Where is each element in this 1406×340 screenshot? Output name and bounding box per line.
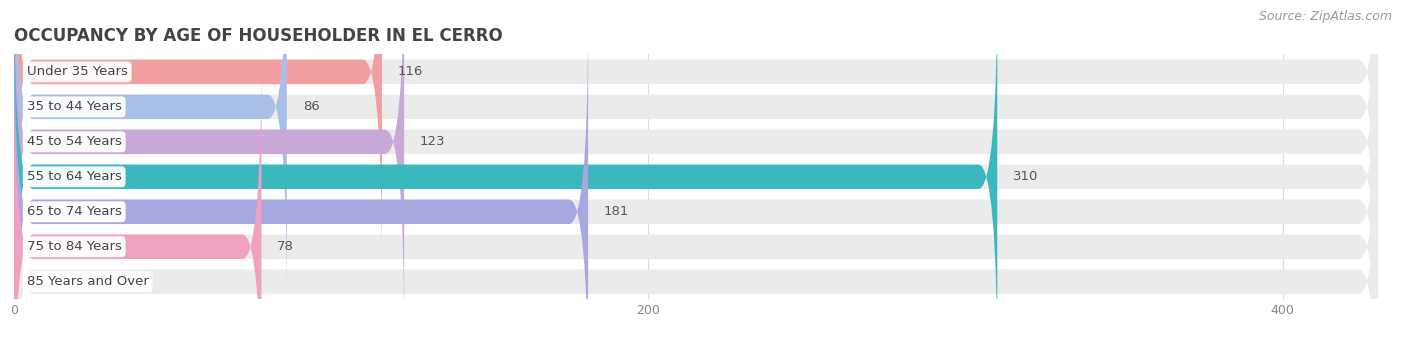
FancyBboxPatch shape [14, 0, 382, 270]
Text: 45 to 54 Years: 45 to 54 Years [27, 135, 122, 148]
FancyBboxPatch shape [14, 0, 1378, 339]
FancyBboxPatch shape [14, 0, 1378, 270]
Text: 35 to 44 Years: 35 to 44 Years [27, 100, 122, 113]
FancyBboxPatch shape [14, 49, 262, 340]
FancyBboxPatch shape [14, 84, 1378, 340]
Text: 0: 0 [30, 275, 38, 288]
FancyBboxPatch shape [14, 0, 404, 339]
Text: 116: 116 [398, 65, 423, 79]
Text: OCCUPANCY BY AGE OF HOUSEHOLDER IN EL CERRO: OCCUPANCY BY AGE OF HOUSEHOLDER IN EL CE… [14, 27, 503, 45]
Text: Source: ZipAtlas.com: Source: ZipAtlas.com [1258, 10, 1392, 23]
FancyBboxPatch shape [14, 14, 588, 340]
FancyBboxPatch shape [14, 0, 997, 340]
FancyBboxPatch shape [14, 0, 287, 304]
Text: 55 to 64 Years: 55 to 64 Years [27, 170, 122, 183]
Text: 86: 86 [302, 100, 319, 113]
Text: 75 to 84 Years: 75 to 84 Years [27, 240, 122, 253]
Text: Under 35 Years: Under 35 Years [27, 65, 128, 79]
Text: 181: 181 [605, 205, 630, 218]
Text: 78: 78 [277, 240, 294, 253]
FancyBboxPatch shape [14, 14, 1378, 340]
FancyBboxPatch shape [14, 0, 1378, 304]
Text: 85 Years and Over: 85 Years and Over [27, 275, 149, 288]
Text: 123: 123 [420, 135, 446, 148]
FancyBboxPatch shape [14, 49, 1378, 340]
FancyBboxPatch shape [14, 0, 1378, 340]
Text: 65 to 74 Years: 65 to 74 Years [27, 205, 122, 218]
Text: 310: 310 [1014, 170, 1039, 183]
